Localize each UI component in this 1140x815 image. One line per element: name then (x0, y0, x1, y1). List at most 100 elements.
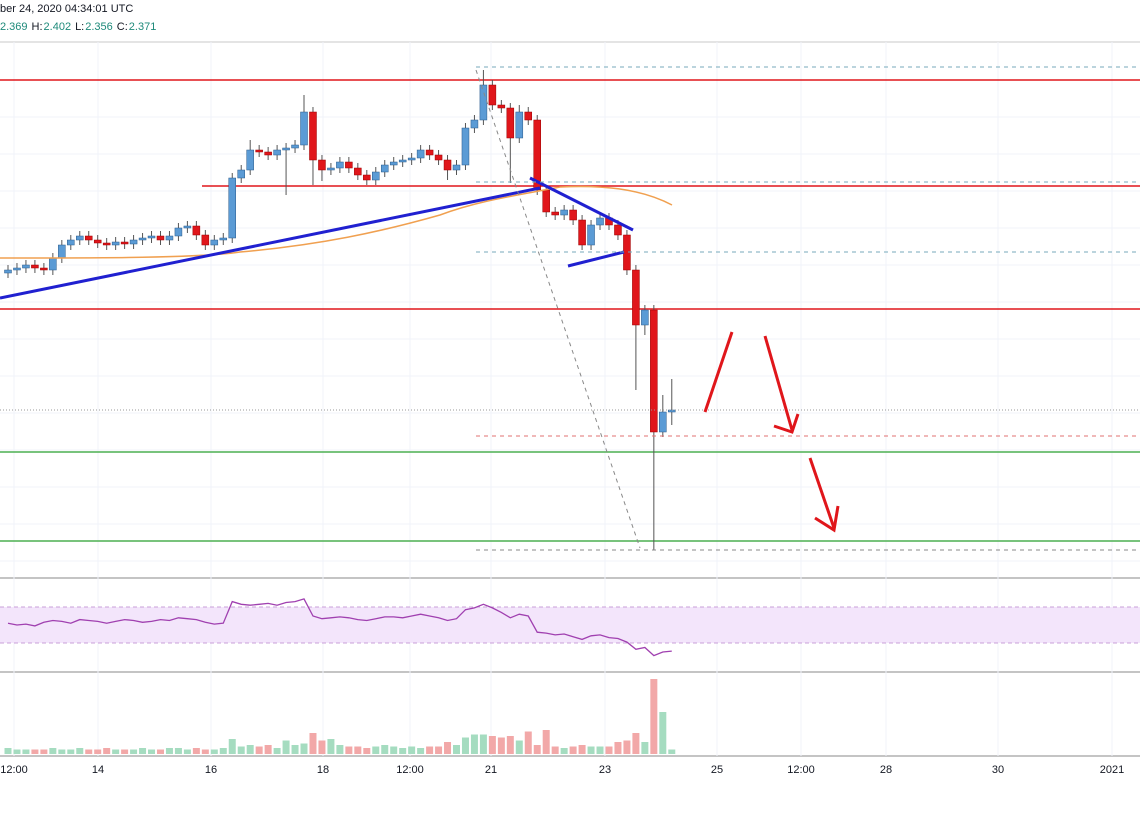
volume-bar (435, 746, 443, 754)
candle-body (111, 241, 120, 246)
volume-bar (210, 749, 218, 754)
candle-body (4, 269, 12, 274)
volume-bar (201, 749, 209, 754)
candle-body (470, 119, 479, 129)
volume-bar (650, 679, 658, 754)
volume-bar (461, 737, 469, 754)
candle-body (443, 159, 452, 171)
volume-bar (345, 746, 353, 754)
volume-bar (417, 748, 425, 754)
candle-body (416, 149, 425, 159)
candle-body (488, 84, 497, 106)
volume-bar (551, 746, 559, 754)
volume-bar (632, 733, 640, 754)
moving-average (0, 185, 673, 259)
candle-body (174, 227, 183, 237)
volume-bar (103, 748, 111, 754)
x-tick-label: 12:00 (787, 764, 815, 776)
volume-bar (174, 748, 182, 754)
candle-body (129, 239, 138, 245)
volume-bar (506, 736, 514, 754)
volume-bar (399, 748, 407, 754)
volume-bar (560, 748, 568, 754)
candle-body (264, 151, 272, 156)
volume-bar (605, 746, 613, 754)
volume-bar (453, 745, 460, 754)
volume-bar (291, 745, 299, 754)
x-tick-label: 28 (880, 764, 892, 776)
volume-bar (130, 749, 138, 754)
volume-bar (22, 749, 30, 754)
candle-body (300, 111, 308, 146)
candle-body (641, 309, 649, 326)
candle-body (425, 149, 434, 156)
volume-bar (354, 746, 362, 754)
rsi-line (7, 598, 672, 657)
candle-body (255, 149, 263, 153)
candle-body (138, 237, 147, 241)
volume-bar (49, 748, 57, 754)
ohlc-line: 2.369 H: 2.402 L: 2.356 C: 2.371 (0, 21, 156, 33)
candle-body (389, 161, 398, 166)
candle-body (497, 104, 506, 109)
candle-body (120, 241, 129, 245)
candle-body (228, 177, 236, 239)
candle-body (192, 225, 201, 236)
volume-bar (300, 743, 308, 754)
candle-body (147, 235, 156, 239)
candle-body (327, 167, 335, 171)
candle-body (336, 161, 344, 169)
candle-body (219, 237, 228, 241)
volume-bar (40, 749, 48, 754)
volume-bar (524, 731, 532, 754)
candle-body (67, 239, 75, 246)
candle-body (407, 157, 416, 161)
header-date: ber 24, 2020 04:34:01 UTC (0, 3, 133, 15)
volume-bar (318, 740, 326, 754)
candle-body (587, 224, 595, 246)
x-tick-label: 30 (992, 764, 1004, 776)
candle-body (237, 169, 245, 179)
volume-bar (273, 748, 281, 754)
volume-bar (533, 745, 541, 754)
trend-line (0, 186, 541, 300)
x-tick-label: 12:00 (0, 764, 28, 776)
volume-bar (67, 749, 75, 754)
volume-bar (121, 749, 129, 754)
ohlc-value: 2.356 (85, 21, 113, 33)
volume-bar (470, 734, 478, 754)
candle-body (40, 267, 48, 271)
candle-body (309, 111, 317, 161)
volume-bar (372, 746, 380, 754)
volume-bar (542, 730, 550, 754)
x-tick-label: 12:00 (396, 764, 424, 776)
x-tick-label: 25 (711, 764, 723, 776)
volume-bar (255, 746, 263, 754)
triangle-line (529, 176, 634, 232)
volume-bar (327, 739, 335, 754)
volume-bar (139, 748, 147, 754)
candle-body (596, 217, 604, 226)
candle-body (49, 257, 57, 271)
candle-body (506, 107, 515, 139)
candle-body (461, 127, 470, 166)
candle-body (291, 144, 299, 149)
volume-bar (641, 742, 649, 754)
ohlc-key: H: (32, 21, 43, 33)
x-tick-label: 18 (317, 764, 329, 776)
candle-body (58, 244, 66, 259)
candle-body (650, 309, 658, 433)
volume-bar (148, 749, 156, 754)
volume-bar (381, 745, 389, 754)
candle-body (76, 235, 84, 241)
candle-body (542, 189, 550, 213)
volume-bar (192, 748, 200, 754)
volume-bar (237, 746, 245, 754)
ohlc-value: 2.371 (129, 21, 157, 33)
volume-bar (94, 749, 102, 754)
volume-bar (497, 737, 505, 754)
candle-body (578, 219, 586, 246)
volume-bar (246, 745, 254, 754)
